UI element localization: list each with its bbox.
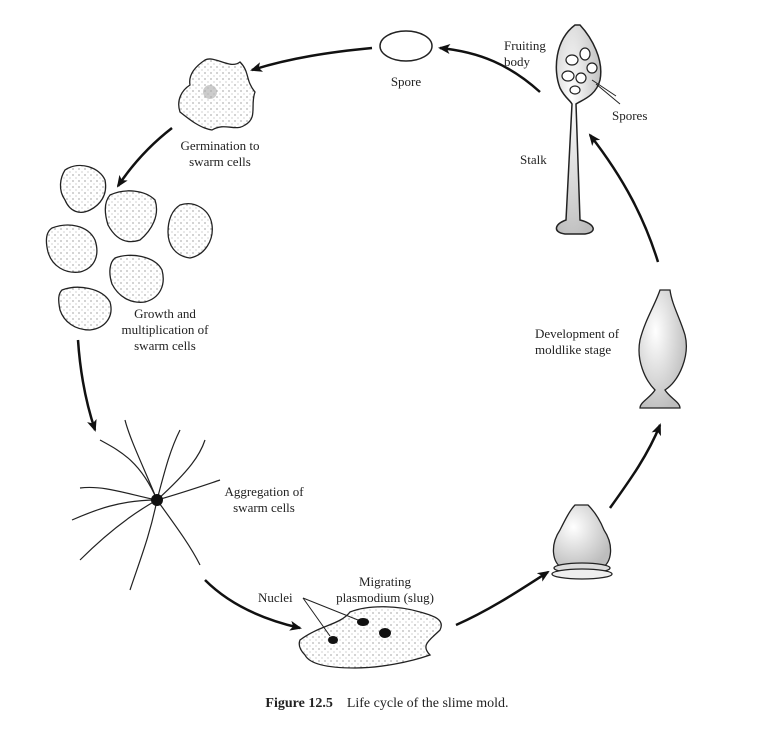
spore-shape xyxy=(379,30,433,62)
diagram-canvas xyxy=(45,24,687,669)
label-growth-line3: swarm cells xyxy=(134,338,196,353)
label-spores: Spores xyxy=(612,108,648,123)
migrating-slug xyxy=(298,606,442,669)
swarm-cells xyxy=(45,164,213,331)
nuclei-leader-1 xyxy=(302,597,331,637)
label-growth-line1: Growth and xyxy=(134,306,196,321)
figure-caption-text: Life cycle of the slime mold. xyxy=(346,696,509,711)
label-germination: Germination to swarm cells xyxy=(160,138,280,170)
label-spore: Spore xyxy=(390,74,422,89)
label-growth-line2: multiplication of xyxy=(121,322,209,337)
culmination-stage xyxy=(551,504,613,580)
label-fruiting-line2: body xyxy=(504,54,530,69)
arrow-culmination-to-moldlike xyxy=(608,423,662,509)
aggregation-center xyxy=(151,494,163,506)
cycle-arrows xyxy=(76,44,662,631)
label-nuclei: Nuclei xyxy=(258,590,293,605)
arrow-growth-to-aggregation xyxy=(76,339,97,432)
label-germination-line1: Germination to xyxy=(180,138,260,153)
label-development-line2: moldlike stage xyxy=(535,342,612,357)
arrow-aggregation-to-slug xyxy=(204,579,302,631)
aggregation-star xyxy=(71,419,221,591)
moldlike-stage xyxy=(638,289,687,409)
label-growth: Growth and multiplication of swarm cells xyxy=(100,306,230,354)
arrow-moldlike-to-fruiting xyxy=(588,133,660,263)
label-development: Development of moldlike stage xyxy=(535,326,619,358)
label-migrating: Migrating plasmodium (slug) xyxy=(320,574,450,606)
label-germination-line2: swarm cells xyxy=(189,154,251,169)
arrow-spore-to-germination xyxy=(250,46,373,72)
label-fruiting-body: Fruiting body xyxy=(504,38,546,70)
figure-number: Figure 12.5 xyxy=(265,696,333,711)
label-aggregation: Aggregation of swarm cells xyxy=(214,484,314,516)
arrow-fruiting-to-spore xyxy=(438,44,541,93)
label-aggregation-line1: Aggregation of xyxy=(224,484,304,499)
fruiting-body xyxy=(555,24,621,235)
germinating-cell xyxy=(178,58,256,131)
label-development-line1: Development of xyxy=(535,326,620,341)
label-stalk: Stalk xyxy=(520,152,547,167)
nuclei-leader-2 xyxy=(302,597,359,621)
arrow-germination-to-growth xyxy=(116,127,173,188)
arrow-slug-to-culmination xyxy=(455,570,550,627)
label-fruiting-line1: Fruiting xyxy=(504,38,546,53)
label-migrating-line2: plasmodium (slug) xyxy=(336,590,434,605)
figure-caption: Figure 12.5 Life cycle of the slime mold. xyxy=(0,696,774,712)
label-migrating-line1: Migrating xyxy=(359,574,411,589)
label-aggregation-line2: swarm cells xyxy=(233,500,295,515)
